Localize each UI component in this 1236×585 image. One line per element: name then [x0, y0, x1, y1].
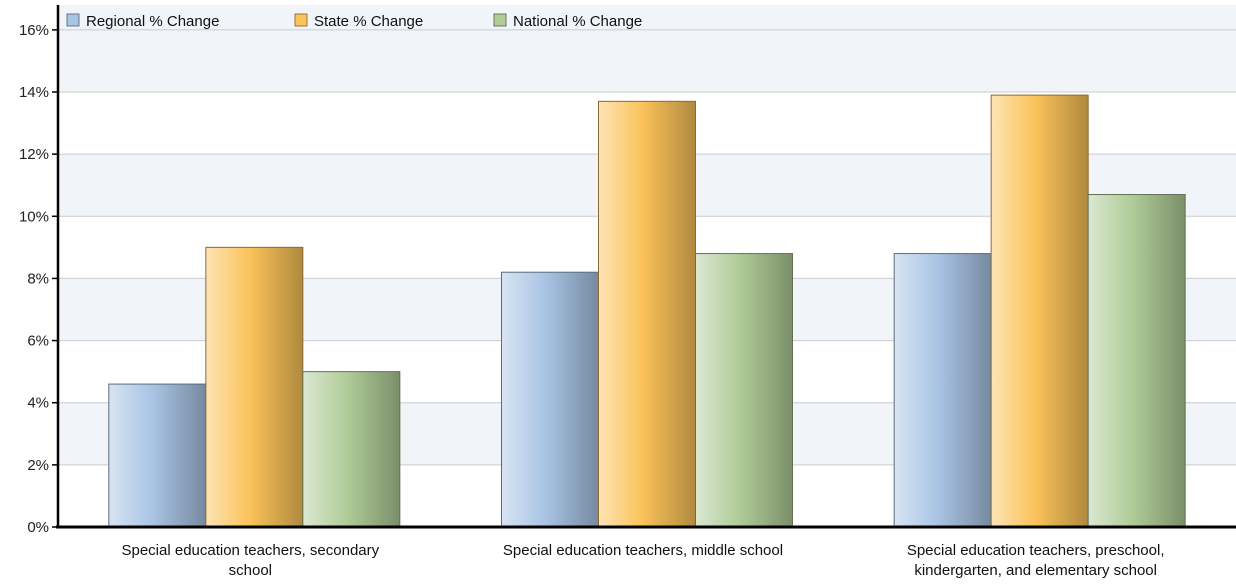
bar [695, 253, 793, 528]
bar [108, 383, 207, 528]
legend-label: State % Change [314, 13, 423, 30]
legend: Regional % Change State % Change National … [66, 13, 642, 30]
y-tick-label: 10% [19, 208, 49, 225]
y-tick-label: 14% [19, 84, 49, 101]
x-category-label: Special education teachers, preschool, [907, 542, 1165, 559]
y-tick-label: 2% [27, 457, 49, 474]
bar [205, 246, 304, 528]
plot-band [58, 29, 1236, 92]
y-tick-label: 16% [19, 22, 49, 39]
x-category-label: kindergarten, and elementary school [914, 562, 1157, 579]
legend-swatch [294, 13, 308, 27]
bar [501, 271, 599, 528]
legend-swatch [493, 13, 507, 27]
y-tick-label: 4% [27, 395, 49, 412]
y-tick-label: 12% [19, 146, 49, 163]
x-category-label: Special education teachers, middle schoo… [503, 542, 783, 559]
legend-swatch [66, 13, 80, 27]
legend-label: Regional % Change [86, 13, 219, 30]
y-tick-label: 8% [27, 270, 49, 287]
bar [598, 100, 696, 528]
plot-band [58, 5, 1236, 30]
bars [108, 94, 1186, 528]
x-category-label: school [229, 562, 272, 579]
y-tick-label: 0% [27, 519, 49, 536]
x-category-label: Special education teachers, secondary [121, 542, 379, 559]
y-tick-label: 6% [27, 333, 49, 350]
bar [990, 94, 1089, 528]
bar [1087, 194, 1186, 528]
y-tick-labels: 0% 2% 4% 6% 8% 10% 12% 14% 16% [19, 22, 58, 536]
x-category-labels: Special education teachers, secondary sch… [121, 542, 1164, 579]
bar [893, 253, 992, 528]
bar [302, 371, 401, 528]
legend-label: National % Change [513, 13, 642, 30]
